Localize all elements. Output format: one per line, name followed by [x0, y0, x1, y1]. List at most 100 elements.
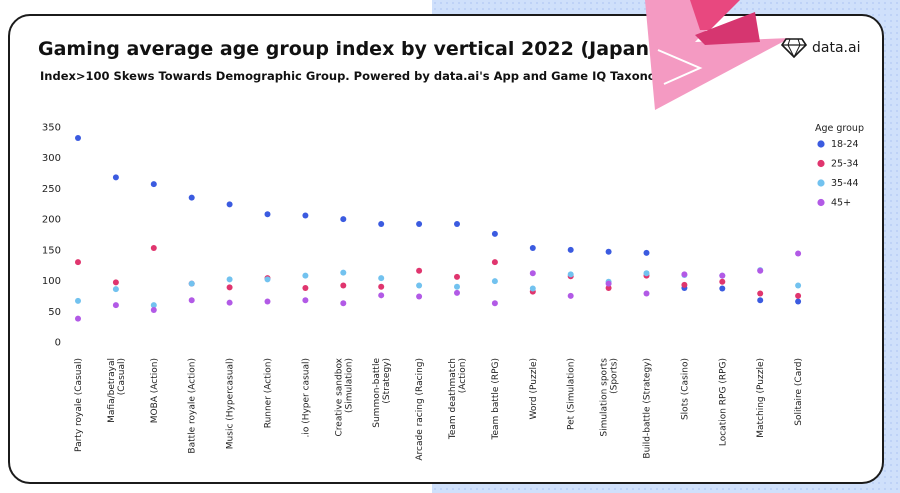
data-point-18-24	[264, 211, 271, 218]
x-category-label: Runner (Action)	[264, 358, 274, 428]
data-point-18-24	[302, 212, 309, 219]
chart-subtitle: Index>100 Skews Towards Demographic Grou…	[40, 69, 676, 83]
data-point-25-34	[378, 283, 385, 290]
data-point-35-44	[529, 285, 536, 292]
x-category-label: Battle royale (Action)	[188, 358, 198, 454]
data-point-45+	[188, 297, 195, 304]
legend-title: Age group	[815, 123, 864, 134]
x-category-label: Slots (Casino)	[680, 358, 690, 420]
y-tick-label: 100	[42, 276, 61, 287]
x-category-label: Pet (Simulation)	[567, 358, 577, 430]
y-tick-label: 250	[42, 184, 61, 195]
data-point-25-34	[150, 245, 157, 252]
data-point-25-34	[454, 273, 460, 280]
x-category-label: Mafia/betrayal	[107, 358, 117, 423]
x-category-label: Simulation sports	[600, 358, 610, 437]
data-point-25-34	[302, 284, 309, 291]
data-point-45+	[757, 267, 764, 274]
data-point-35-44	[340, 269, 347, 276]
y-tick-label: 50	[48, 307, 61, 318]
x-category-label: Location RPG (RPG)	[718, 358, 728, 446]
data-point-25-34	[75, 259, 81, 266]
data-point-18-24	[491, 230, 498, 237]
x-category-label: Music (Hypercasual)	[226, 358, 236, 449]
data-point-18-24	[757, 297, 764, 304]
chart-title: Gaming average age group index by vertic…	[38, 38, 658, 60]
x-category-label: (Action)	[458, 358, 468, 393]
legend-label: 45+	[831, 198, 851, 209]
data-point-35-44	[150, 302, 157, 309]
y-tick-label: 0	[55, 338, 61, 349]
legend-label: 18-24	[831, 139, 859, 150]
y-tick-label: 200	[42, 215, 61, 226]
data-point-45+	[681, 271, 688, 278]
x-category-label: MOBA (Action)	[150, 358, 160, 423]
data-point-35-44	[75, 297, 81, 304]
data-point-35-44	[416, 282, 423, 289]
data-point-35-44	[454, 283, 460, 290]
legend-marker	[817, 140, 825, 148]
data-point-18-24	[719, 285, 726, 292]
data-point-35-44	[378, 275, 385, 282]
data-point-35-44	[795, 282, 802, 289]
legend-label: 25-34	[831, 159, 859, 170]
x-category-label: (Sports)	[610, 358, 620, 394]
x-category-label: Solitaire (Card)	[794, 358, 804, 426]
x-category-label: Summon-battle	[372, 358, 382, 428]
data-point-45+	[75, 315, 81, 322]
data-point-45+	[567, 292, 574, 299]
data-point-18-24	[75, 135, 81, 142]
data-point-18-24	[454, 221, 460, 228]
x-category-label: Arcade racing (Racing)	[415, 358, 425, 461]
data-point-18-24	[416, 221, 423, 228]
x-category-label: (Casual)	[117, 358, 127, 395]
data-point-35-44	[567, 271, 574, 278]
brand-name: data.ai	[812, 40, 861, 56]
data-point-25-34	[416, 267, 423, 274]
data-point-18-24	[605, 248, 612, 255]
data-point-18-24	[340, 216, 347, 223]
x-category-label: .io (Hyper casual)	[301, 358, 311, 438]
data-point-45+	[340, 300, 347, 307]
data-point-25-34	[757, 290, 764, 297]
data-point-18-24	[188, 194, 195, 201]
diamond-icon	[781, 38, 807, 58]
data-point-45+	[454, 289, 460, 296]
data-point-35-44	[643, 270, 650, 277]
data-point-45+	[416, 293, 423, 300]
data-point-45+	[719, 272, 726, 279]
x-category-label: Word (Puzzle)	[529, 358, 539, 419]
y-tick-label: 350	[42, 123, 61, 134]
y-tick-label: 150	[42, 245, 61, 256]
data-point-18-24	[795, 298, 802, 305]
data-point-18-24	[112, 174, 119, 181]
y-tick-label: 300	[42, 153, 61, 164]
x-category-label: Team battle (RPG)	[491, 358, 501, 441]
data-point-35-44	[112, 286, 119, 293]
data-point-45+	[795, 250, 802, 257]
data-point-45+	[643, 290, 650, 297]
data-point-45+	[491, 300, 498, 307]
data-point-45+	[264, 298, 271, 305]
legend-marker	[817, 159, 825, 168]
data-point-45+	[605, 280, 612, 287]
data-point-25-34	[226, 284, 233, 291]
data-point-18-24	[567, 246, 574, 253]
x-category-label: (Simulation)	[344, 358, 354, 413]
data-point-45+	[226, 299, 233, 306]
data-point-25-34	[795, 292, 802, 299]
data-point-18-24	[529, 245, 536, 252]
data-point-25-34	[340, 282, 347, 289]
data-point-45+	[378, 292, 385, 299]
data-point-18-24	[226, 201, 233, 208]
x-category-label: Matching (Puzzle)	[756, 358, 766, 438]
brand-logo: data.ai	[781, 38, 860, 58]
legend-label: 35-44	[831, 178, 859, 189]
data-point-25-34	[605, 284, 612, 291]
data-point-45+	[302, 297, 309, 304]
x-category-label: Creative sandbox	[334, 357, 344, 436]
legend-marker	[817, 198, 825, 207]
data-point-35-44	[491, 278, 498, 285]
data-point-18-24	[643, 249, 650, 256]
